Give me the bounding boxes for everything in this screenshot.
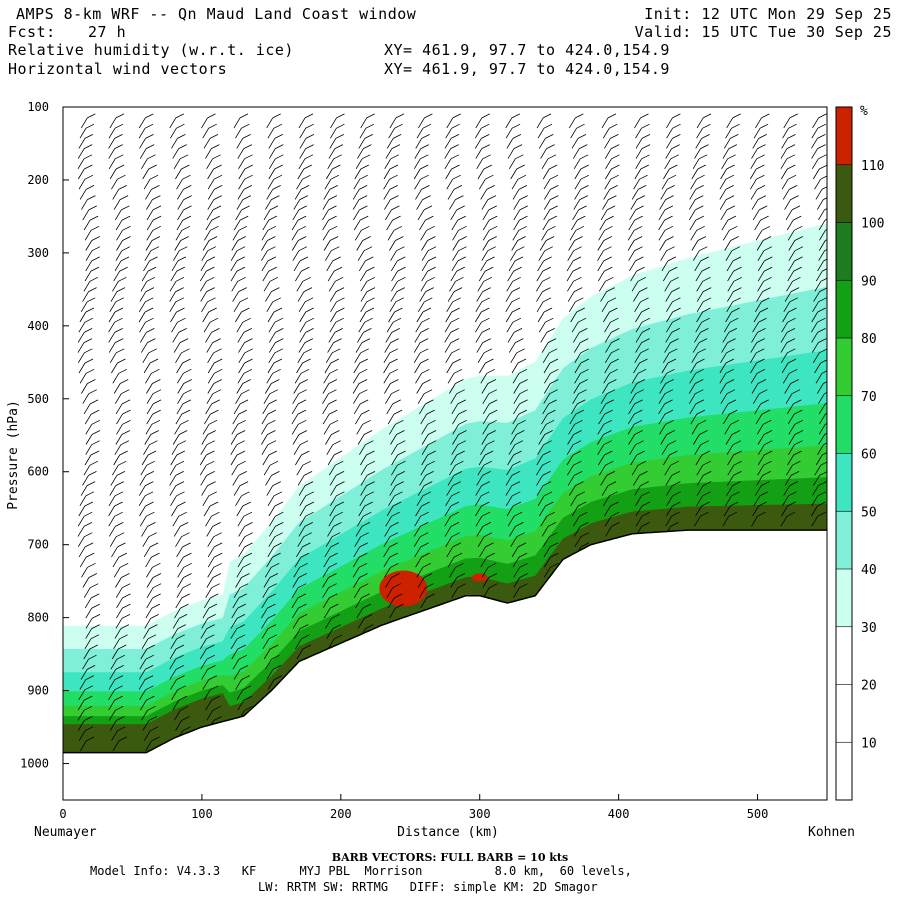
- wind-barb-column: [811, 113, 827, 527]
- y-tick-label: 1000: [20, 757, 49, 771]
- wind-barb-column: [566, 113, 590, 558]
- terrain: [63, 529, 827, 800]
- colorbar: 10 20 30 40 50 60 70 80 90 100 110: [835, 106, 884, 801]
- wind-barb-column: [474, 113, 498, 598]
- xy-range-2: XY= 461.9, 97.7 to 424.0,154.9: [384, 60, 670, 78]
- wind-barb-column: [352, 113, 376, 639]
- wind-barb-column: [597, 113, 620, 537]
- valid-time: Valid: 15 UTC Tue 30 Sep 25: [634, 23, 892, 41]
- colorbar-level-label: 30: [861, 621, 877, 636]
- x-axis-label: Distance (km): [397, 825, 499, 840]
- colorbar-level-label: 40: [861, 563, 877, 578]
- model-info-line1: Model Info: V4.3.3 KF MYJ PBL Morrison 8…: [90, 864, 632, 878]
- wind-barb-column: [138, 113, 162, 752]
- y-axis-label: Pressure (hPa): [6, 400, 21, 510]
- wind-barb-column: [108, 113, 131, 752]
- chart-title: AMPS 8-km WRF -- Qn Maud Land Coast wind…: [16, 5, 417, 23]
- field-name-wind: Horizontal wind vectors: [8, 60, 228, 78]
- wind-barb-column: [383, 113, 406, 619]
- colorbar-level-label: 10: [861, 736, 877, 751]
- colorbar-level-label: 100: [861, 217, 884, 232]
- init-time: Init: 12 UTC Mon 29 Sep 25: [644, 5, 892, 23]
- wind-barbs: [77, 113, 827, 752]
- wind-barb-column: [780, 113, 804, 527]
- x-tick-label: 200: [330, 807, 352, 821]
- model-info-line2: LW: RRTM SW: RRTMG DIFF: simple KM: 2D S…: [258, 880, 598, 894]
- x-tick-label: 300: [469, 807, 491, 821]
- wind-barb-column: [291, 113, 315, 660]
- colorbar-swatch: [836, 453, 852, 512]
- plot-frame: [62, 106, 828, 801]
- rh-patch-above-110: [379, 570, 428, 607]
- colorbar-swatch: [836, 107, 852, 165]
- forecast-label: Fcst:: [8, 23, 56, 41]
- wind-barb-column: [505, 113, 528, 598]
- xy-range-1: XY= 461.9, 97.7 to 424.0,154.9: [384, 41, 670, 59]
- y-tick-label: 600: [27, 465, 49, 479]
- wind-barb-column: [77, 113, 101, 752]
- y-tick-label: 400: [27, 319, 49, 333]
- colorbar-swatch: [836, 569, 852, 627]
- field-name-rh: Relative humidity (w.r.t. ice): [8, 41, 294, 59]
- wind-barb-column: [199, 113, 223, 731]
- colorbar-level-label: 60: [861, 448, 877, 463]
- colorbar-level-label: 110: [861, 159, 884, 174]
- y-tick-label: 300: [27, 246, 49, 260]
- x-tick-label: 100: [191, 807, 213, 821]
- colorbar-swatch: [836, 222, 852, 281]
- colorbar-swatch: [836, 742, 852, 800]
- colorbar-level-label: 50: [861, 505, 877, 520]
- barb-legend: BARB VECTORS: FULL BARB = 10 kts: [331, 851, 569, 864]
- left-endpoint-label: Neumayer: [34, 825, 97, 840]
- wind-barb-column: [413, 113, 437, 609]
- wind-barb-column: [688, 113, 712, 527]
- wind-barb-column: [322, 113, 345, 650]
- axes: 0 100 200 300 400 500 100 200 300 400 500 600 700 800…: [20, 100, 768, 821]
- wind-barb-column: [627, 113, 651, 537]
- x-tick-label: 500: [747, 807, 769, 821]
- rh-band-100-110: [63, 503, 827, 753]
- y-tick-label: 700: [27, 538, 49, 552]
- colorbar-swatch: [836, 511, 852, 569]
- colorbar-swatch: [836, 626, 852, 685]
- wind-barb-column: [169, 113, 192, 741]
- terrain-fill: [63, 530, 827, 800]
- colorbar-swatch: [836, 280, 852, 338]
- y-tick-label: 500: [27, 392, 49, 406]
- colorbar-swatch: [836, 164, 852, 223]
- y-tick-label: 200: [27, 173, 49, 187]
- colorbar-level-label: 80: [861, 332, 877, 347]
- wind-barb-column: [719, 113, 742, 527]
- forecast-value: 27 h: [88, 23, 127, 41]
- wind-barb-column: [536, 113, 559, 578]
- y-tick-label: 900: [27, 684, 49, 698]
- colorbar-unit: %: [860, 104, 868, 119]
- y-tick-label: 800: [27, 611, 49, 625]
- colorbar-level-label: 70: [861, 390, 877, 405]
- wind-barb-column: [658, 113, 681, 537]
- right-endpoint-label: Kohnen: [808, 825, 855, 840]
- colorbar-level-label: 90: [861, 274, 877, 289]
- wind-barb-column: [444, 113, 467, 598]
- colorbar-level-label: 20: [861, 679, 877, 694]
- terrain-surface-line: [63, 529, 827, 754]
- rh-band-80-90: [63, 477, 827, 753]
- wind-barb-column: [230, 113, 253, 721]
- rh-patch-above-110-small: [471, 573, 488, 582]
- x-tick-label: 0: [59, 807, 66, 821]
- colorbar-swatch: [836, 684, 852, 743]
- wind-barb-column: [749, 113, 773, 527]
- colorbar-swatch: [836, 395, 852, 454]
- y-tick-label: 100: [27, 100, 49, 114]
- colorbar-swatch: [836, 338, 852, 396]
- wind-barb-column: [261, 113, 284, 690]
- x-tick-label: 400: [608, 807, 630, 821]
